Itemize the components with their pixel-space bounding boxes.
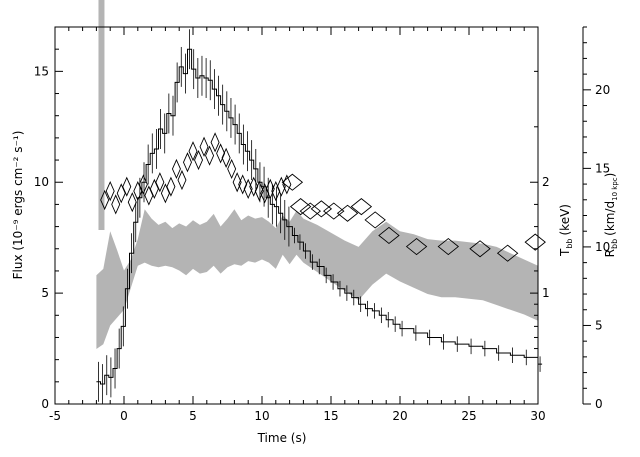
kt-tick-label: 2: [542, 175, 550, 189]
kt-diamond: [160, 183, 170, 204]
kt-diamond: [281, 173, 304, 191]
y-tick-label: 0: [41, 397, 49, 411]
kt-diamond: [111, 194, 121, 215]
radius-band: [96, 209, 539, 349]
kt-diamond: [238, 174, 248, 195]
r-axis-label-unit-sub: 10 kpc: [611, 177, 619, 201]
kt-diamond: [177, 169, 187, 191]
x-tick-label: 25: [461, 409, 476, 423]
x-tick-label: 10: [254, 409, 269, 423]
kt-diamond: [210, 132, 220, 153]
radius-spike: [98, 0, 105, 230]
kt-diamond: [378, 226, 400, 245]
kt-diamond: [182, 152, 192, 173]
plot-frame: [54, 26, 539, 405]
y-tick-label: 15: [34, 64, 49, 78]
kt-diamond: [254, 180, 264, 202]
flux-histogram: [96, 48, 543, 385]
kt-diamond: [469, 240, 491, 258]
kt-diamond: [205, 145, 215, 166]
kt-axis-label-main: T: [558, 248, 572, 257]
kt-diamond: [282, 174, 292, 195]
x-tick-label: -5: [49, 409, 61, 423]
kt-diamond: [249, 176, 259, 197]
kt-diamond: [149, 178, 159, 199]
kt-diamond-layer: [100, 132, 546, 262]
r-axis-label-unit: (km/d: [603, 201, 617, 236]
kt-diamond: [310, 200, 333, 218]
y-tick-label: 5: [41, 286, 49, 300]
r-tick-label: 10: [595, 240, 610, 254]
x-tick-label: 15: [323, 409, 338, 423]
left-axis-label: Flux (10⁻⁹ ergs cm⁻² s⁻¹): [11, 131, 25, 280]
kt-diamond: [144, 185, 154, 206]
kt-diamond: [364, 211, 386, 229]
radius-band-layer: [96, 0, 539, 349]
kt-diamond: [289, 198, 312, 216]
kt-diamond: [221, 147, 231, 168]
kt-diamond: [350, 198, 373, 216]
r-tick-label: 5: [595, 318, 603, 332]
r-axis-label: Rbb (km/d10 kpc): [603, 173, 619, 258]
kt-diamond: [496, 244, 519, 262]
kt-diamond: [232, 172, 242, 193]
kt-diamond: [138, 174, 148, 195]
r-axis-label-close: ): [603, 173, 617, 178]
y-tick-label: 10: [34, 175, 49, 189]
kt-diamond: [260, 183, 270, 204]
kt-diamond: [437, 237, 460, 256]
kt-diamond: [105, 180, 115, 202]
kt-diamond: [243, 178, 253, 199]
kt-diamond: [271, 180, 281, 202]
kt-diamond: [227, 158, 237, 180]
r-axis-label-sub: bb: [610, 239, 619, 249]
kt-diamond: [405, 237, 428, 256]
x-axis-label: Time (s): [257, 431, 307, 445]
kt-tick-label: 1: [542, 286, 550, 300]
flux-histogram-layer: [96, 29, 543, 404]
kt-diamond: [122, 176, 132, 197]
x-tick-label: 0: [120, 409, 128, 423]
kt-axis-label-unit: (keV): [558, 204, 572, 235]
kt-diamond: [276, 176, 286, 197]
r-axis-label-main: R: [603, 249, 617, 257]
kt-diamond: [194, 149, 204, 171]
kt-diamond: [323, 202, 345, 220]
kt-diamond: [199, 136, 209, 157]
kt-diamond: [116, 183, 126, 204]
r-tick-label: 0: [595, 397, 603, 411]
kt-axis-label-sub: bb: [565, 238, 574, 248]
kt-diamond: [100, 189, 110, 211]
kt-diamond: [265, 178, 275, 199]
r-tick-label: 15: [595, 161, 610, 175]
kt-axis-label: Tbb (keV): [558, 204, 574, 257]
kt-diamond: [336, 204, 359, 222]
kt-diamond: [166, 176, 176, 197]
kt-diamond: [216, 143, 226, 164]
x-tick-label: 20: [392, 409, 407, 423]
kt-diamond: [155, 172, 165, 193]
r-tick-label: 20: [595, 83, 610, 97]
kt-diamond: [171, 158, 181, 180]
kt-diamond: [127, 192, 137, 213]
x-tick-label: 30: [530, 409, 545, 423]
kt-diamond: [524, 233, 546, 251]
kt-diamond: [188, 141, 198, 162]
kt-diamond: [299, 202, 322, 220]
x-tick-label: 5: [189, 409, 197, 423]
